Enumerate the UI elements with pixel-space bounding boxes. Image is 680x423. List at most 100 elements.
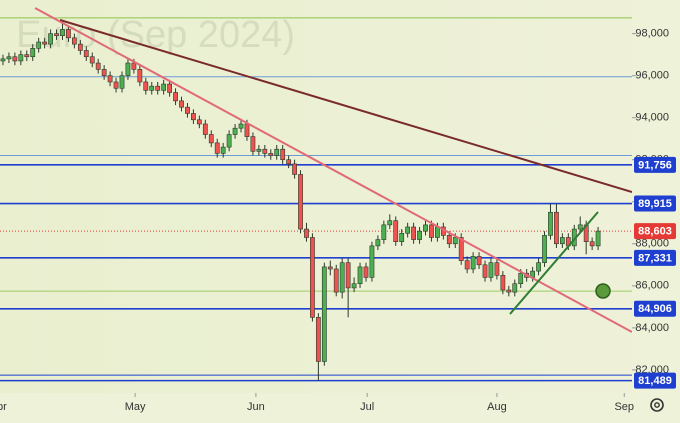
- candle-body: [423, 224, 428, 232]
- y-tick-label: 88,000: [635, 238, 669, 250]
- price-badge-label: 84,906: [638, 303, 672, 315]
- candle-body: [60, 29, 65, 37]
- candle-body: [280, 148, 286, 161]
- candle-body: [131, 62, 137, 70]
- candle-body: [101, 69, 107, 76]
- x-tick-label: Aug: [487, 401, 507, 413]
- x-tick-label: Apr: [0, 401, 7, 413]
- candle-body: [446, 235, 452, 245]
- gear-center: [654, 402, 660, 408]
- candle-body: [226, 134, 232, 148]
- candle-body: [482, 264, 488, 278]
- candle-body: [191, 113, 196, 121]
- candle-body: [470, 256, 476, 270]
- candle-body: [244, 123, 250, 137]
- price-badge-label: 87,331: [638, 252, 672, 264]
- candle-body: [179, 100, 184, 108]
- candles: [0, 23, 601, 381]
- candle-body: [113, 81, 119, 89]
- candle-body: [77, 43, 83, 51]
- candle-body: [518, 272, 524, 285]
- candle-body: [202, 123, 208, 135]
- candle-body: [42, 41, 48, 45]
- price-badge: [634, 300, 676, 317]
- gear-icon[interactable]: [650, 398, 664, 412]
- y-tick-label: 84,000: [635, 322, 669, 334]
- candle-body: [48, 33, 53, 45]
- axes: 82,00084,00086,00088,00090,00092,00094,0…: [0, 28, 676, 413]
- candle-body: [345, 262, 351, 289]
- levels: [0, 17, 632, 382]
- candle-body: [393, 220, 399, 242]
- candle-body: [536, 262, 541, 272]
- trend-line: [59, 19, 632, 193]
- candle-body: [506, 289, 512, 293]
- candle-body: [119, 75, 125, 89]
- price-badge: [634, 223, 676, 240]
- y-tick-label: 98,000: [635, 28, 669, 40]
- candle-body: [381, 224, 387, 240]
- candle-body: [387, 220, 393, 226]
- candle-body: [18, 54, 24, 62]
- candle-body: [208, 134, 214, 144]
- candle-body: [173, 92, 178, 102]
- candle-body: [54, 33, 59, 37]
- plot: Euro (Sep 2024): [0, 7, 632, 382]
- price-badge-label: 91,756: [638, 159, 672, 171]
- candle-body: [232, 127, 238, 135]
- candle-body: [161, 83, 167, 91]
- candle-body: [268, 153, 274, 156]
- candle-body: [66, 29, 71, 39]
- candle-body: [452, 237, 458, 245]
- price-badge-label: 81,489: [638, 375, 672, 387]
- candle-body: [405, 226, 411, 234]
- candle-body: [149, 85, 155, 91]
- candle-body: [143, 81, 149, 91]
- candle-body: [30, 48, 36, 58]
- y-tick-label: 86,000: [635, 280, 669, 292]
- candle-body: [357, 266, 363, 285]
- candle-body: [595, 230, 601, 247]
- candle-body: [107, 75, 113, 83]
- y-tick-label: 96,000: [635, 70, 669, 82]
- candle-body: [310, 237, 315, 318]
- x-tick-label: Sep: [614, 401, 634, 413]
- candle-body: [89, 56, 95, 64]
- candle-body: [542, 235, 547, 264]
- candle-body: [167, 83, 172, 93]
- candle-body: [24, 54, 30, 58]
- candle-body: [559, 237, 565, 245]
- candle-body: [274, 148, 280, 156]
- trend-line: [509, 211, 599, 315]
- candle-body: [298, 174, 303, 230]
- candle-body: [304, 228, 309, 238]
- candle-body: [435, 226, 440, 238]
- x-tick-label: Jul: [360, 401, 374, 413]
- settings-button[interactable]: [650, 398, 664, 412]
- candle-body: [512, 283, 518, 293]
- y-tick-label: 94,000: [635, 112, 669, 124]
- candle-body: [577, 224, 583, 230]
- candle-body: [137, 69, 143, 83]
- candle-body: [262, 148, 268, 154]
- price-badge: [634, 195, 676, 212]
- candle-body: [500, 275, 506, 291]
- candle-body: [327, 266, 333, 270]
- candle-body: [12, 56, 18, 62]
- candle-body: [72, 37, 77, 45]
- candle-body: [256, 148, 262, 152]
- candle-body: [286, 159, 292, 165]
- x-tick-label: May: [125, 401, 146, 413]
- candle-body: [339, 262, 345, 293]
- candle-body: [464, 260, 470, 270]
- candle-body: [95, 62, 101, 70]
- candle-body: [494, 262, 500, 276]
- candle-body: [214, 142, 220, 154]
- candle-body: [351, 283, 357, 289]
- candle-body: [458, 237, 464, 261]
- price-badge: [634, 249, 676, 266]
- candle-body: [125, 62, 131, 76]
- candle-body: [488, 262, 494, 278]
